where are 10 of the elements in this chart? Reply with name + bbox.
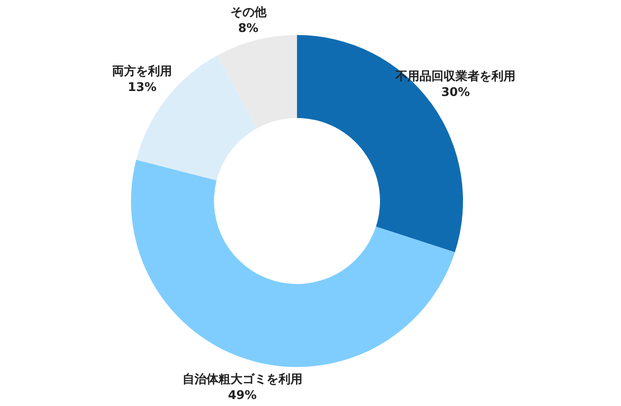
data-label: 30% — [441, 84, 470, 99]
slice-label: 不用品回収業者を利用 — [394, 68, 516, 83]
slice-label: その他 — [230, 5, 268, 19]
data-label: 8% — [238, 21, 258, 35]
data-label: 49% — [228, 388, 257, 402]
data-label: 13% — [128, 80, 156, 94]
slice-label: 自治体粗大ゴミを利用 — [182, 372, 302, 386]
donut-slice — [131, 160, 455, 367]
slice-label: 両方を利用 — [112, 64, 172, 78]
donut-slice — [217, 35, 297, 128]
